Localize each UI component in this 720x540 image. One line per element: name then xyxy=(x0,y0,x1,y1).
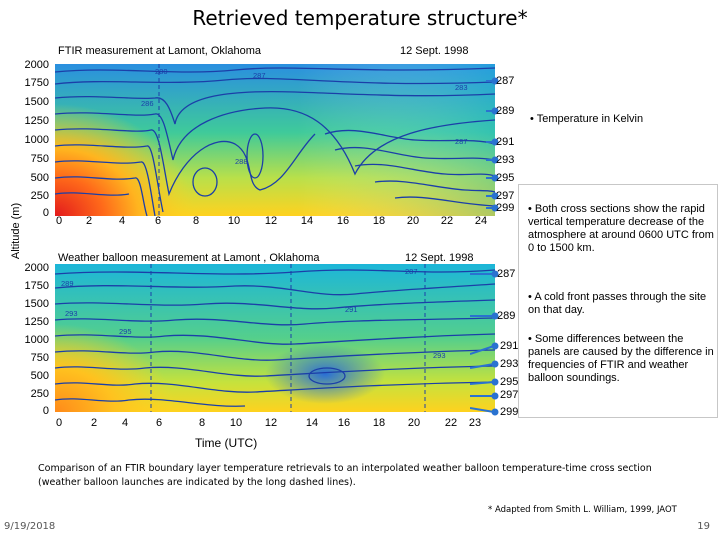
y-tick: 1000 xyxy=(24,334,49,346)
x-tick: 0 xyxy=(55,417,63,429)
contour-label: 287 xyxy=(405,267,418,276)
bullet-icon: • xyxy=(530,113,537,125)
y-tick: 250 xyxy=(30,190,49,202)
slide-title: Retrieved temperature structure* xyxy=(192,6,528,30)
contour-label: 289 xyxy=(61,279,74,288)
x-tick: 23 xyxy=(468,417,482,429)
temp-label: 291 xyxy=(500,340,519,352)
note-bullet: • Both cross sections show the rapid ver… xyxy=(528,203,714,255)
temp-label: 299 xyxy=(496,202,515,214)
y-tick: 1000 xyxy=(24,134,49,146)
temp-label: 291 xyxy=(496,136,515,148)
temperature-unit-note: • Temperature in Kelvin xyxy=(530,113,643,126)
balloon-panel-label: Weather balloon measurement at Lamont , … xyxy=(58,252,320,264)
x-tick: 2 xyxy=(90,417,98,429)
balloon-panel: 289 293 295 291 287 293 xyxy=(55,264,495,412)
x-tick: 22 xyxy=(444,417,458,429)
contour-label: 287 xyxy=(455,137,468,146)
y-tick: 0 xyxy=(42,207,49,219)
x-tick: 18 xyxy=(372,417,386,429)
ftir-panel-date: 12 Sept. 1998 xyxy=(400,45,469,57)
y-tick: 1250 xyxy=(24,115,49,127)
ftir-panel: 280 287 283 286 288 287 xyxy=(55,64,495,216)
contour-label: 280 xyxy=(155,67,168,76)
temp-label: 295 xyxy=(496,172,515,184)
ftir-contour-plot: 280 287 283 286 288 287 xyxy=(55,64,495,216)
ftir-arrows xyxy=(486,77,499,212)
y-tick: 0 xyxy=(42,405,49,417)
y-tick: 1500 xyxy=(24,96,49,108)
x-tick: 8 xyxy=(192,215,200,227)
balloon-panel-date: 12 Sept. 1998 xyxy=(405,252,474,264)
contour-label: 288 xyxy=(235,157,248,166)
temp-label: 293 xyxy=(496,154,515,166)
x-tick: 8 xyxy=(198,417,206,429)
note-text: Both cross sections show the rapid verti… xyxy=(528,203,714,254)
y-tick: 1500 xyxy=(24,298,49,310)
x-tick: 14 xyxy=(305,417,319,429)
x-tick: 24 xyxy=(474,215,488,227)
temperature-unit-text: Temperature in Kelvin xyxy=(536,113,644,125)
balloon-arrows xyxy=(470,270,499,416)
temp-label: 287 xyxy=(497,268,516,280)
y-tick: 500 xyxy=(30,172,49,184)
y-tick: 1250 xyxy=(24,316,49,328)
note-bullet: • Some differences between the panels ar… xyxy=(528,333,714,385)
figure-caption: Comparison of an FTIR boundary layer tem… xyxy=(38,463,652,488)
x-tick: 4 xyxy=(118,215,126,227)
temp-label: 287 xyxy=(496,75,515,87)
temp-label: 297 xyxy=(496,190,515,202)
x-tick: 2 xyxy=(85,215,93,227)
bullet-icon: • xyxy=(528,291,535,303)
x-tick: 6 xyxy=(154,215,162,227)
x-tick: 6 xyxy=(155,417,163,429)
temp-label: 289 xyxy=(496,105,515,117)
x-axis-label: Time (UTC) xyxy=(195,436,258,450)
contour-label: 293 xyxy=(433,351,446,360)
temp-label: 293 xyxy=(500,358,519,370)
contour-label: 291 xyxy=(345,305,358,314)
x-tick: 20 xyxy=(407,417,421,429)
balloon-contour-plot: 289 293 295 291 287 293 xyxy=(55,264,495,412)
note-bullet: • A cold front passes through the site o… xyxy=(528,291,714,317)
page-number: 19 xyxy=(697,521,710,532)
x-tick: 18 xyxy=(372,215,386,227)
contour-label: 286 xyxy=(141,99,154,108)
y-tick: 1750 xyxy=(24,280,49,292)
note-text: Some differences between the panels are … xyxy=(528,333,714,384)
x-tick: 20 xyxy=(406,215,420,227)
x-tick: 10 xyxy=(227,215,241,227)
x-tick: 14 xyxy=(300,215,314,227)
note-text: A cold front passes through the site on … xyxy=(528,291,707,316)
y-tick: 750 xyxy=(30,153,49,165)
x-tick: 22 xyxy=(440,215,454,227)
contour-label: 283 xyxy=(455,83,468,92)
contour-label: 295 xyxy=(119,327,132,336)
x-tick: 0 xyxy=(55,215,63,227)
y-tick: 1750 xyxy=(24,77,49,89)
bullet-icon: • xyxy=(528,203,535,215)
temp-label: 299 xyxy=(500,406,519,418)
x-tick: 16 xyxy=(336,215,350,227)
y-tick: 500 xyxy=(30,370,49,382)
slide-date: 9/19/2018 xyxy=(4,521,56,532)
x-tick: 16 xyxy=(337,417,351,429)
x-tick: 4 xyxy=(121,417,129,429)
x-tick: 12 xyxy=(264,215,278,227)
temp-label: 297 xyxy=(500,389,519,401)
contour-label: 293 xyxy=(65,309,78,318)
y-tick: 750 xyxy=(30,352,49,364)
source-note: * Adapted from Smith L. William, 1999, J… xyxy=(488,505,677,515)
contour-label: 287 xyxy=(253,71,266,80)
y-tick: 2000 xyxy=(24,59,49,71)
bullet-icon: • xyxy=(528,333,535,345)
notes-box xyxy=(518,184,718,418)
y-tick: 250 xyxy=(30,388,49,400)
x-tick: 12 xyxy=(264,417,278,429)
ftir-panel-label: FTIR measurement at Lamont, Oklahoma xyxy=(58,45,261,57)
y-tick: 2000 xyxy=(24,262,49,274)
temp-label: 295 xyxy=(500,376,519,388)
temp-label: 289 xyxy=(497,310,516,322)
x-tick: 10 xyxy=(229,417,243,429)
